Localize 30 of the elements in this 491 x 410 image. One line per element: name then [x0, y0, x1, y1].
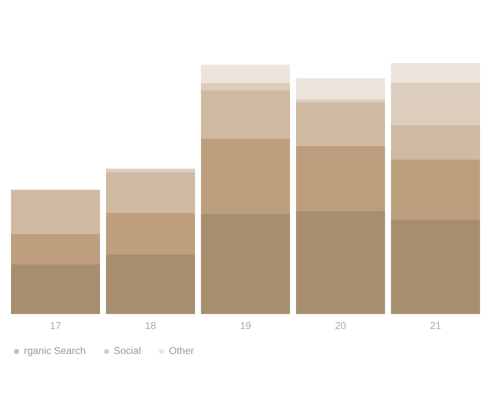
bar	[296, 102, 385, 146]
x-tick-label: 19	[240, 321, 252, 332]
bar	[201, 90, 290, 138]
bar	[106, 172, 195, 213]
bar	[201, 214, 290, 314]
bar	[296, 146, 385, 211]
bar	[296, 210, 385, 314]
bar	[11, 264, 100, 314]
bar	[11, 234, 100, 265]
bar	[391, 126, 480, 160]
bar	[296, 99, 385, 102]
bar	[106, 254, 195, 314]
bar	[201, 138, 290, 214]
bar	[201, 64, 290, 83]
legend-label: Social	[112, 346, 141, 357]
bar	[11, 190, 100, 234]
legend-label: Other	[168, 346, 194, 357]
bar	[391, 159, 480, 220]
bar	[201, 82, 290, 90]
legend-label: rganic Search	[23, 346, 86, 357]
bar	[391, 82, 480, 126]
x-tick-label: 18	[144, 321, 156, 332]
x-tick-label: 21	[430, 321, 442, 332]
bar	[391, 219, 480, 314]
x-tick-label: 20	[334, 321, 346, 332]
bar	[106, 168, 195, 172]
x-tick-label: 17	[50, 321, 62, 332]
bar	[106, 212, 195, 255]
bar	[391, 63, 480, 82]
bar	[296, 78, 385, 100]
